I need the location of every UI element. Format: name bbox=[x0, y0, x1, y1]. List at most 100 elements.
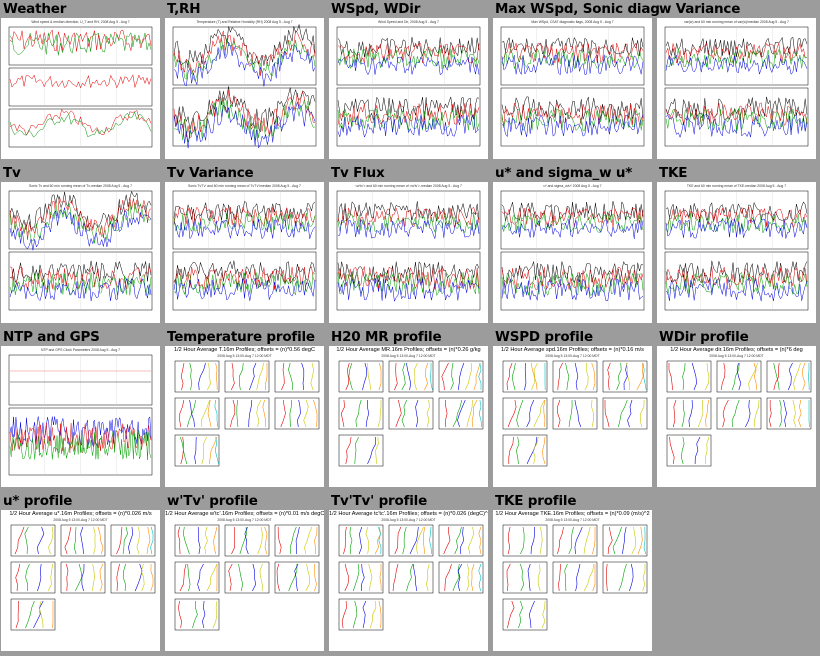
series-line bbox=[9, 272, 152, 296]
plot-title: 1/2 Hour Average dir.16m Profiles; offse… bbox=[670, 347, 803, 353]
tile-title[interactable]: T,RH bbox=[167, 1, 201, 17]
tile-title[interactable]: NTP and GPS bbox=[3, 329, 100, 345]
tile-title[interactable]: w'Tv' profile bbox=[167, 493, 258, 509]
tile-wspd-wdir[interactable]: WSpd, WDir Wind Speed and Dir, 2008 Aug 5… bbox=[328, 0, 492, 164]
tile-t-rh[interactable]: T,RH Temperature (T) and Relative Humidit… bbox=[164, 0, 328, 164]
plot-thumbnail[interactable]: Sonic Tv'Tv' and 60 min running mean of … bbox=[165, 182, 324, 323]
series-line bbox=[9, 207, 152, 251]
series-line bbox=[173, 38, 316, 82]
tile-title[interactable]: WSPD profile bbox=[495, 329, 593, 345]
plot-thumbnail[interactable]: 1/2 Hour Average u*.16m Profiles; offset… bbox=[1, 510, 160, 651]
series-line bbox=[173, 271, 316, 297]
plot-thumbnail[interactable]: 1/2 Hour Average w'tc'.16m Profiles; off… bbox=[165, 510, 324, 651]
series-line bbox=[666, 48, 808, 70]
series-line bbox=[337, 48, 480, 70]
tile-title[interactable]: Max WSpd, Sonic diag bbox=[495, 1, 660, 17]
tile-tke-profile[interactable]: TKE profile 1/2 Hour Average TKE.16m Prof… bbox=[492, 492, 656, 656]
tile-w-tv-profile[interactable]: w'Tv' profile 1/2 Hour Average w'tc'.16m … bbox=[164, 492, 328, 656]
series-line bbox=[501, 102, 644, 126]
series-line bbox=[9, 423, 152, 454]
tile-max-wspd-sonic-diag[interactable]: Max WSpd, Sonic diag Max WSpd, CSAT diagn… bbox=[492, 0, 660, 164]
series-line bbox=[501, 96, 644, 120]
tile-tv-variance[interactable]: Tv Variance Sonic Tv'Tv' and 60 min runni… bbox=[164, 164, 328, 328]
tile-tke[interactable]: TKE TKE and 60 min running mean of TKE-me… bbox=[656, 164, 820, 328]
plot-thumbnail[interactable]: 1/2 Hour Average T.16m Profiles; offsets… bbox=[165, 346, 324, 487]
series-line bbox=[173, 218, 316, 240]
plot-image bbox=[10, 524, 156, 631]
tile-wspd-profile[interactable]: WSPD profile 1/2 Hour Average spd.16m Pro… bbox=[492, 328, 656, 492]
plot-thumbnail[interactable]: 1/2 Hour Average dir.16m Profiles; offse… bbox=[657, 346, 816, 487]
series-line bbox=[9, 201, 152, 244]
tile-title[interactable]: WDir profile bbox=[659, 329, 749, 345]
series-line bbox=[337, 96, 480, 120]
plot-thumbnail[interactable]: Max WSpd, CSAT diagnostic flags, 2008 Au… bbox=[493, 18, 652, 159]
plot-image bbox=[500, 190, 645, 311]
plot-title: 1/2 Hour Average tc'tc'.16m Profiles; of… bbox=[329, 511, 488, 517]
plot-title: Wind Speed and Dir, 2008 Aug 5 - Aug 7 bbox=[378, 20, 439, 24]
series-line bbox=[501, 271, 644, 297]
plot-thumbnail[interactable]: var(w) and 60 min running mean of var(w)… bbox=[657, 18, 816, 159]
tile-title[interactable]: u* profile bbox=[3, 493, 73, 509]
series-line bbox=[337, 108, 480, 132]
tile-title[interactable]: Temperature profile bbox=[167, 329, 315, 345]
plot-title: 1/2 Hour Average w'tc'.16m Profiles; off… bbox=[165, 511, 324, 517]
series-line bbox=[665, 96, 808, 121]
series-line bbox=[9, 416, 152, 447]
plot-thumbnail[interactable]: Wind Speed and Dir, 2008 Aug 5 - Aug 7 bbox=[329, 18, 488, 159]
plot-title: 1/2 Hour Average u*.16m Profiles; offset… bbox=[9, 511, 152, 517]
plot-thumbnail[interactable]: <w'tv'> and 60 min running mean of <w'tv… bbox=[329, 182, 488, 323]
tile-title[interactable]: Tv Flux bbox=[331, 165, 385, 181]
series-line bbox=[665, 102, 808, 126]
series-line bbox=[173, 277, 316, 301]
tile-weather[interactable]: Weather Wind speed & median direction, U_… bbox=[0, 0, 164, 164]
plot-image bbox=[172, 190, 317, 311]
series-line bbox=[173, 86, 316, 133]
plot-title: Wind speed & median direction, U_T and R… bbox=[31, 20, 130, 24]
tile-title[interactable]: u* and sigma_w u* bbox=[495, 165, 633, 181]
tile-u-and-sigma-w-u[interactable]: u* and sigma_w u* u* and sigma_w/u* 2008 … bbox=[492, 164, 656, 328]
series-line bbox=[501, 54, 644, 76]
series-line bbox=[173, 41, 316, 87]
tile-tv-tv-profile[interactable]: Tv'Tv' profile 1/2 Hour Average tc'tc'.16… bbox=[328, 492, 492, 656]
series-line bbox=[665, 218, 808, 239]
plot-thumbnail[interactable]: Temperature (T) and Relative Humidity (R… bbox=[165, 18, 324, 159]
plot-thumbnail[interactable]: 1/2 Hour Average TKE.16m Profiles; offse… bbox=[493, 510, 652, 651]
tile-ntp-and-gps[interactable]: NTP and GPS NTP and GPS Clock Parameters … bbox=[0, 328, 164, 492]
tile-title[interactable]: Tv'Tv' profile bbox=[331, 493, 428, 509]
plot-image bbox=[8, 354, 153, 476]
plot-thumbnail[interactable]: 1/2 Hour Average MR.16m Profiles; offset… bbox=[329, 346, 488, 487]
tile-h20-mr-profile[interactable]: H20 MR profile 1/2 Hour Average MR.16m Pr… bbox=[328, 328, 492, 492]
tile-tv[interactable]: Tv Sonic Tv and 60 min running mean of Tv… bbox=[0, 164, 164, 328]
plot-title: 1/2 Hour Average TKE.16m Profiles; offse… bbox=[495, 511, 650, 517]
tile-title[interactable]: Tv bbox=[3, 165, 21, 181]
plot-thumbnail[interactable]: TKE and 60 min running mean of TKE-media… bbox=[657, 182, 816, 323]
plot-title: 1/2 Hour Average spd.16m Profiles; offse… bbox=[501, 347, 644, 353]
plot-thumbnail[interactable]: u* and sigma_w/u* 2008 Aug 5 - Aug 7 bbox=[493, 182, 652, 323]
tile-u-profile[interactable]: u* profile 1/2 Hour Average u*.16m Profil… bbox=[0, 492, 164, 656]
plot-subtitle: 2008 Aug 5 13:00-Aug 7 12:00 MDT bbox=[381, 518, 436, 522]
series-line bbox=[501, 47, 644, 70]
series-line bbox=[501, 212, 644, 234]
plot-thumbnail[interactable]: Wind speed & median direction, U_T and R… bbox=[1, 18, 160, 159]
tile-title[interactable]: WSpd, WDir bbox=[331, 1, 421, 17]
plot-thumbnail[interactable]: Sonic Tv and 60 min running mean of Tv-m… bbox=[1, 182, 160, 323]
series-line bbox=[9, 429, 152, 460]
tile-title[interactable]: TKE profile bbox=[495, 493, 577, 509]
tile-title[interactable]: Weather bbox=[3, 1, 67, 17]
tile-title[interactable]: H20 MR profile bbox=[331, 329, 442, 345]
tile-title[interactable]: TKE bbox=[659, 165, 688, 181]
tile-title[interactable]: w Variance bbox=[659, 1, 741, 17]
tile-title[interactable]: Tv Variance bbox=[167, 165, 254, 181]
series-line bbox=[9, 111, 152, 138]
plot-thumbnail[interactable]: 1/2 Hour Average spd.16m Profiles; offse… bbox=[493, 346, 652, 487]
series-line bbox=[9, 190, 152, 231]
plot-image bbox=[338, 360, 484, 467]
tile-wdir-profile[interactable]: WDir profile 1/2 Hour Average dir.16m Pro… bbox=[656, 328, 820, 492]
plot-subtitle: 2008 Aug 5 13:00-Aug 7 12:00 MDT bbox=[545, 354, 600, 358]
tile-w-variance[interactable]: w Variance var(w) and 60 min running mean… bbox=[656, 0, 820, 164]
tile-tv-flux[interactable]: Tv Flux <w'tv'> and 60 min running mean o… bbox=[328, 164, 492, 328]
plot-thumbnail[interactable]: NTP and GPS Clock Parameters 2008 Aug 5 … bbox=[1, 346, 160, 487]
plot-thumbnail[interactable]: 1/2 Hour Average tc'tc'.16m Profiles; of… bbox=[329, 510, 488, 651]
tile-temperature-profile[interactable]: Temperature profile 1/2 Hour Average T.16… bbox=[164, 328, 328, 492]
plot-subtitle: 2008 Aug 5 13:00-Aug 7 12:00 MDT bbox=[381, 354, 436, 358]
